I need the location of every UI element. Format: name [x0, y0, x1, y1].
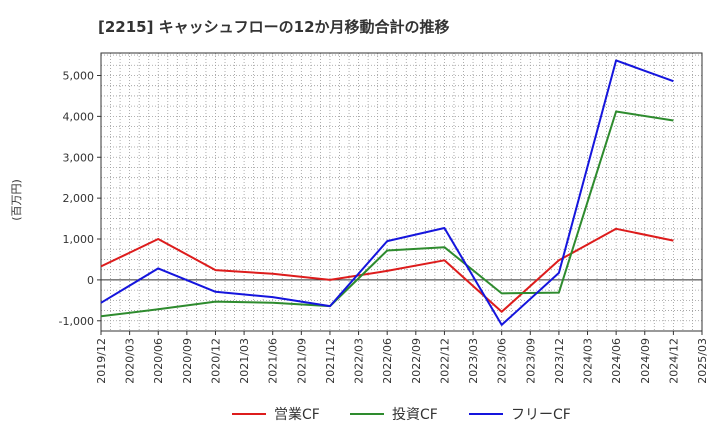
- x-tick-label: 2020/06: [152, 338, 165, 384]
- x-tick-label: 2023/03: [467, 338, 480, 384]
- chart-title: [2215] キャッシュフローの12か月移動合計の推移: [98, 18, 450, 36]
- y-tick-labels: -1,000 0 1,000 2,000 3,000 4,000 5,000: [59, 69, 101, 328]
- legend-label-2: 投資CF: [392, 407, 438, 423]
- y-tick-label: 4,000: [63, 110, 95, 123]
- x-tick-label: 2020/09: [181, 338, 194, 384]
- x-tick-label: 2022/09: [410, 338, 423, 384]
- y-tick-label: 3,000: [63, 151, 95, 164]
- x-tick-label: 2024/03: [582, 338, 595, 384]
- x-tick-label: 2021/03: [238, 338, 251, 384]
- x-tick-label: 2023/06: [496, 338, 509, 384]
- x-tick-label: 2019/12: [95, 338, 108, 384]
- x-tick-label: 2021/06: [267, 338, 280, 384]
- x-tick-label: 2020/03: [124, 338, 137, 384]
- y-tick-label: 2,000: [63, 192, 95, 205]
- x-tick-label: 2023/12: [553, 338, 566, 384]
- legend: 営業CF 投資CF フリーCF: [232, 407, 571, 423]
- axes: [100, 52, 703, 332]
- x-tick-label: 2021/09: [295, 338, 308, 384]
- series-line-1: [100, 227, 674, 313]
- x-tick-label: 2023/09: [524, 338, 537, 384]
- y-axis-label: (百万円): [10, 179, 23, 221]
- x-tick-label: 2025/03: [696, 338, 709, 384]
- x-tick-label: 2020/12: [209, 338, 222, 384]
- plot-area: [101, 53, 702, 331]
- grid-lines: [100, 53, 703, 331]
- x-tick-label: 2024/12: [667, 338, 680, 384]
- data-series: [100, 59, 674, 326]
- legend-label-1: 営業CF: [274, 407, 320, 423]
- x-tick-label: 2022/03: [353, 338, 366, 384]
- x-tick-label: 2021/12: [324, 338, 337, 384]
- x-tick-label: 2022/12: [438, 338, 451, 384]
- x-tick-label: 2024/06: [610, 338, 623, 384]
- series-line-2: [100, 110, 674, 318]
- x-tick-labels: 2019/12 2020/03 2020/06 2020/09 2020/12 2021/…: [95, 331, 709, 384]
- y-tick-label: 5,000: [63, 69, 95, 82]
- legend-label-3: フリーCF: [511, 407, 571, 423]
- y-tick-label: -1,000: [59, 315, 94, 328]
- y-tick-label: 0: [87, 274, 94, 287]
- plot-frame: [100, 52, 703, 332]
- x-tick-label: 2024/09: [639, 338, 652, 384]
- series-line-3: [100, 59, 674, 326]
- y-tick-label: 1,000: [63, 233, 95, 246]
- x-tick-label: 2022/06: [381, 338, 394, 384]
